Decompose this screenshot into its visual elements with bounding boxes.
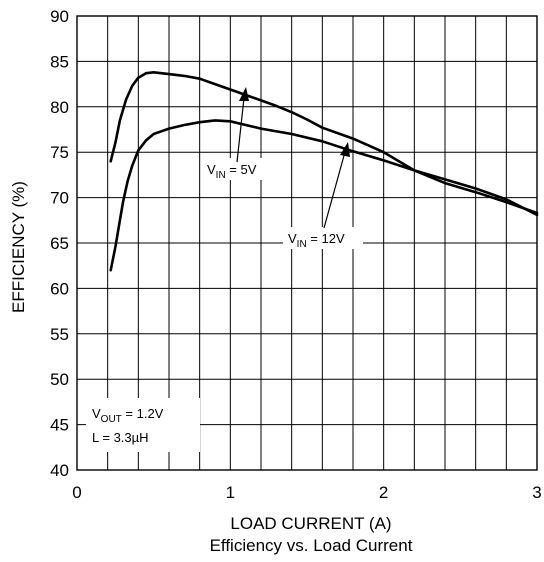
y-tick-label: 55	[50, 325, 69, 344]
y-tick-label: 40	[50, 461, 69, 480]
y-tick-label: 70	[50, 189, 69, 208]
x-axis-label: LOAD CURRENT (A)	[230, 514, 391, 533]
y-tick-label: 90	[50, 7, 69, 26]
chart-title: Efficiency vs. Load Current	[210, 536, 413, 555]
inductor-annotation: L = 3.3µH	[92, 430, 149, 445]
y-tick-label: 85	[50, 52, 69, 71]
grid-lines	[77, 16, 537, 470]
series-label-vin-5v-sub: IN	[216, 170, 226, 181]
x-tick-label: 2	[379, 483, 388, 502]
series-label-vin-12v: VIN = 12V	[283, 227, 363, 250]
y-tick-label: 65	[50, 234, 69, 253]
svg-text:VIN = 5V: VIN = 5V	[207, 162, 257, 181]
svg-text:VIN = 12V: VIN = 12V	[288, 231, 345, 250]
series-line-vin-5v	[109, 71, 539, 215]
vout-annotation: VOUT = 1.2V	[92, 406, 164, 425]
y-tick-label: 45	[50, 416, 69, 435]
series-label-vin-12v-main: V	[288, 231, 297, 246]
arrow-vin-12v	[323, 142, 350, 229]
series-label-vin-5v-tail: = 5V	[226, 162, 257, 177]
arrow-vin-5v	[236, 87, 249, 163]
series-label-vin-12v-sub: IN	[297, 239, 307, 250]
conditions-annotation: VOUT = 1.2V L = 3.3µH	[86, 398, 200, 452]
series-label-vin-5v-main: V	[207, 162, 216, 177]
tick-labels: 40 45 50 55 60 65 70 75 80 85 90 0 1 2 3	[50, 7, 542, 502]
y-tick-label: 80	[50, 98, 69, 117]
series-label-vin-5v: VIN = 5V	[202, 158, 270, 181]
y-axis-label: EFFICIENCY (%)	[9, 181, 28, 313]
x-tick-label: 1	[226, 483, 235, 502]
series-lines	[109, 71, 539, 272]
series-label-vin-12v-tail: = 12V	[307, 231, 345, 246]
series-line-vin-12v	[109, 119, 539, 272]
x-tick-label: 0	[72, 483, 81, 502]
y-tick-label: 50	[50, 370, 69, 389]
y-tick-label: 75	[50, 143, 69, 162]
y-tick-label: 60	[50, 279, 69, 298]
x-tick-label: 3	[532, 483, 541, 502]
plot-frame	[76, 15, 538, 471]
